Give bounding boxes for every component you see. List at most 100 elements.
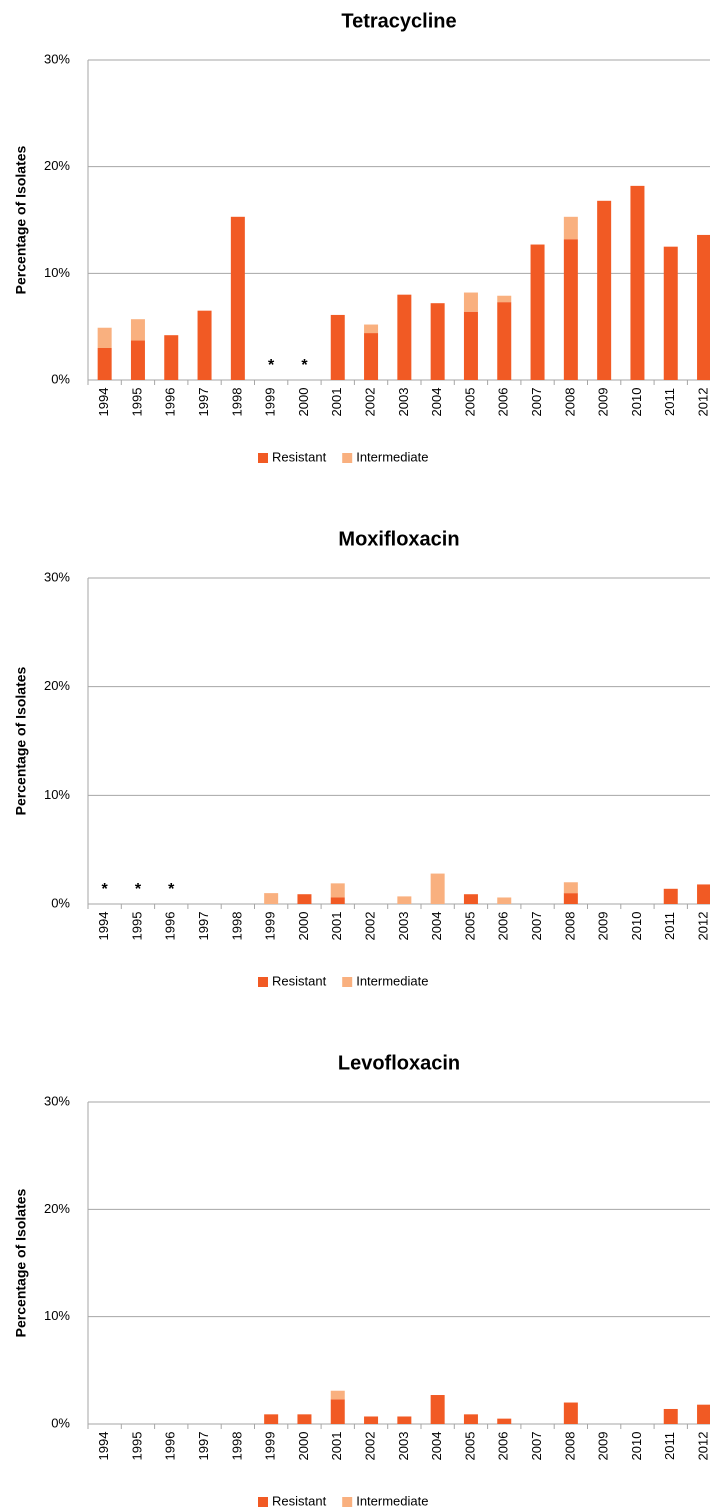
bar — [663, 888, 678, 904]
bar — [430, 873, 445, 904]
y-tick-label: 0% — [51, 895, 70, 910]
x-tick-label: 2008 — [562, 912, 577, 941]
x-tick-label: 2002 — [362, 912, 377, 941]
x-tick-label: 2012 — [695, 912, 710, 941]
x-tick-label: 2006 — [496, 912, 511, 941]
bar — [563, 893, 578, 904]
y-tick-label: 10% — [44, 265, 70, 280]
y-axis-label: Percentage of Isolates — [13, 666, 29, 815]
bar — [563, 1402, 578, 1424]
x-tick-label: 1999 — [263, 1432, 278, 1461]
x-tick-label: 2011 — [662, 1432, 677, 1460]
bar — [297, 1414, 312, 1424]
bar — [697, 884, 710, 904]
bar — [463, 1414, 478, 1424]
legend-label: Resistant — [272, 449, 327, 464]
x-tick-label: 2002 — [362, 1432, 377, 1461]
bar — [164, 335, 179, 380]
bar — [497, 1418, 512, 1424]
bar — [563, 239, 578, 380]
bar — [497, 897, 512, 904]
bar — [463, 894, 478, 904]
bar — [130, 319, 145, 341]
legend-swatch — [342, 453, 353, 463]
bar — [197, 310, 212, 380]
x-tick-label: 2000 — [296, 912, 311, 941]
legend-swatch — [258, 453, 268, 463]
x-tick-label: 2003 — [396, 912, 411, 941]
legend-swatch — [258, 977, 268, 987]
bar — [330, 883, 345, 898]
bar — [230, 216, 245, 380]
bar — [397, 294, 412, 380]
bar — [697, 234, 710, 380]
x-tick-label: 2011 — [662, 912, 677, 940]
bar — [364, 1416, 379, 1424]
x-tick-label: 2004 — [429, 1432, 444, 1461]
x-tick-label: 2006 — [496, 1432, 511, 1461]
y-tick-label: 20% — [44, 1201, 70, 1216]
x-tick-label: 1996 — [163, 388, 178, 417]
bar — [97, 327, 112, 348]
y-axis-label: Percentage of Isolates — [13, 1188, 29, 1337]
y-tick-label: 30% — [44, 569, 70, 584]
x-tick-label: 2010 — [629, 912, 644, 941]
bar — [397, 1416, 412, 1424]
x-tick-label: 1995 — [129, 1432, 144, 1461]
x-tick-label: 2009 — [596, 912, 611, 941]
bar — [663, 1408, 678, 1424]
annotation: * — [301, 357, 308, 374]
x-tick-label: 2001 — [329, 912, 344, 941]
x-tick-label: 1998 — [229, 1432, 244, 1461]
x-tick-label: 1997 — [196, 1432, 211, 1461]
bar — [663, 246, 678, 380]
x-tick-label: 2007 — [529, 912, 544, 941]
x-tick-label: 2003 — [396, 1432, 411, 1461]
y-tick-label: 10% — [44, 787, 70, 802]
bar — [264, 1414, 279, 1424]
y-tick-label: 0% — [51, 1415, 70, 1430]
x-tick-label: 1999 — [263, 912, 278, 941]
x-tick-label: 1998 — [229, 912, 244, 941]
chart-title: Moxifloxacin — [338, 528, 459, 550]
x-tick-label: 2010 — [629, 388, 644, 417]
x-tick-label: 2008 — [562, 1432, 577, 1461]
x-tick-label: 2004 — [429, 388, 444, 417]
bar — [430, 303, 445, 380]
bar — [264, 893, 279, 904]
x-tick-label: 2009 — [596, 1432, 611, 1461]
y-tick-label: 10% — [44, 1308, 70, 1323]
annotation: * — [168, 881, 175, 898]
y-tick-label: 30% — [44, 1093, 70, 1108]
x-tick-label: 2001 — [329, 388, 344, 417]
bar — [430, 1395, 445, 1424]
annotation: * — [135, 881, 142, 898]
bar — [330, 897, 345, 904]
bar — [697, 1404, 710, 1424]
bar — [397, 896, 412, 904]
x-tick-label: 2000 — [296, 1432, 311, 1461]
x-tick-label: 2010 — [629, 1432, 644, 1461]
x-tick-label: 2007 — [529, 388, 544, 417]
bar — [497, 295, 512, 303]
annotation: * — [102, 881, 109, 898]
x-tick-label: 1994 — [96, 1432, 111, 1461]
x-tick-label: 2003 — [396, 388, 411, 417]
x-tick-label: 1994 — [96, 388, 111, 417]
x-tick-label: 2004 — [429, 912, 444, 941]
x-tick-label: 2012 — [695, 1432, 710, 1461]
bar — [563, 216, 578, 240]
x-tick-label: 1995 — [129, 388, 144, 417]
bar — [463, 311, 478, 380]
bar — [330, 1390, 345, 1400]
bar — [330, 314, 345, 380]
x-tick-label: 1997 — [196, 912, 211, 941]
x-tick-label: 2011 — [662, 388, 677, 416]
x-tick-label: 1998 — [229, 388, 244, 417]
x-tick-label: 2005 — [462, 912, 477, 941]
bar — [330, 1399, 345, 1424]
x-tick-label: 1994 — [96, 912, 111, 941]
x-tick-label: 2007 — [529, 1432, 544, 1461]
x-tick-label: 1996 — [163, 1432, 178, 1461]
